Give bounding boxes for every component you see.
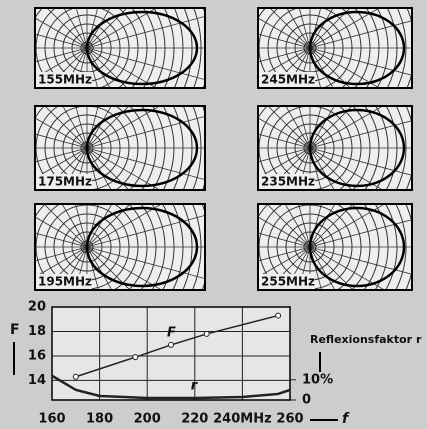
y2-tick-label: 0	[302, 393, 311, 408]
panel-label: 155MHz	[38, 73, 92, 87]
point	[73, 374, 78, 379]
x-tick-label: 240MHz	[213, 412, 272, 427]
point	[169, 342, 174, 347]
y-tick-label: 14	[28, 373, 46, 388]
x-tick-label: 260	[276, 412, 303, 427]
panel-label: 255MHz	[261, 275, 315, 289]
x-tick-label: 200	[134, 412, 161, 427]
y-label: F	[10, 322, 20, 338]
x-tick-label: 220	[181, 412, 208, 427]
series-name: F	[167, 325, 176, 340]
point	[276, 313, 281, 318]
panel-label: 175MHz	[38, 175, 92, 189]
point	[133, 355, 138, 360]
x-tick-label: 160	[38, 412, 65, 427]
y-tick-label: 20	[28, 300, 46, 315]
figure: 155MHz245MHz175MHz235MHz195MHz255MHz1601…	[0, 0, 427, 429]
y2-tick-label: 10%	[302, 372, 333, 387]
panel-label: 245MHz	[261, 73, 315, 87]
y-tick-label: 16	[28, 348, 46, 363]
y-tick-label: 18	[28, 324, 46, 339]
page: 155MHz245MHz175MHz235MHz195MHz255MHz1601…	[0, 0, 427, 429]
point	[204, 331, 209, 336]
panel-label: 235MHz	[261, 175, 315, 189]
panel-label: 195MHz	[38, 275, 92, 289]
y2-label: Reflexionsfaktor r	[310, 333, 422, 346]
x-tick-label: 180	[86, 412, 113, 427]
